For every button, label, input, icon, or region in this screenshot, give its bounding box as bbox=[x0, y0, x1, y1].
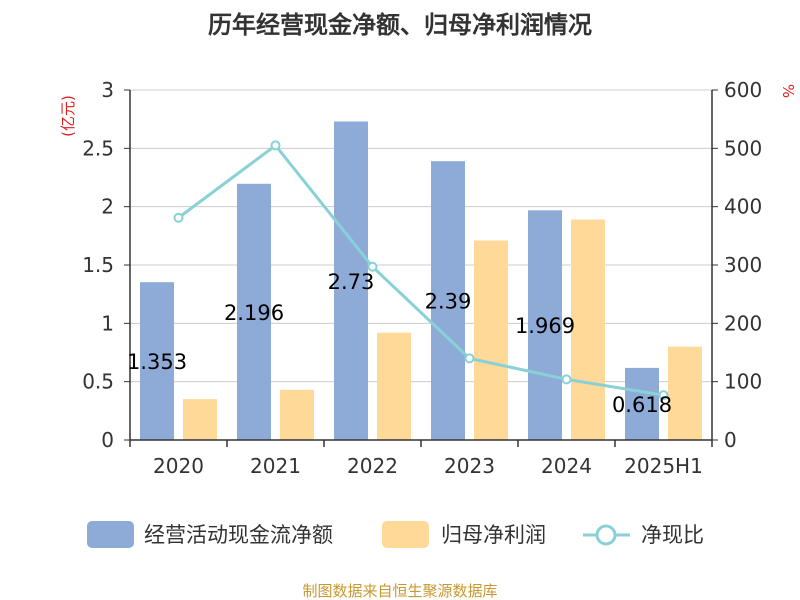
ratio-point bbox=[173, 212, 184, 223]
x-tick-label: 2022 bbox=[347, 454, 398, 478]
x-tick-label: 2020 bbox=[153, 454, 204, 478]
ratio-point bbox=[367, 261, 378, 272]
left-tick-label: 2 bbox=[101, 195, 114, 219]
bar-operating-cash-flow bbox=[528, 210, 562, 440]
data-labels: 1.353 2.196 2.73 2.39 1.969 0.618 bbox=[127, 270, 672, 417]
bars bbox=[140, 121, 702, 441]
bar-net-profit bbox=[571, 219, 605, 440]
left-tick-label: 0 bbox=[101, 428, 114, 452]
ratio-line-path bbox=[177, 143, 664, 397]
legend-label-ratio: 净现比 bbox=[641, 523, 704, 547]
bar-operating-cash-flow bbox=[237, 183, 271, 441]
x-tick-label: 2024 bbox=[541, 454, 592, 478]
right-tick-label: 400 bbox=[724, 195, 762, 219]
legend-label-net-profit: 归母净利润 bbox=[441, 523, 546, 547]
gridlines bbox=[130, 89, 712, 383]
data-label: 0.618 bbox=[612, 393, 672, 417]
bar-net-profit bbox=[280, 389, 314, 440]
right-axis-ticks: 0 100 200 300 400 500 600 bbox=[712, 78, 762, 452]
left-axis-ticks: 0 0.5 1 1.5 2 2.5 3 bbox=[82, 78, 130, 452]
ratio-point bbox=[658, 390, 669, 401]
x-tick-label: 2021 bbox=[250, 454, 301, 478]
legend-swatch-operating-cash-flow bbox=[87, 521, 134, 548]
right-axis-label: % bbox=[779, 84, 797, 98]
ratio-point bbox=[561, 374, 572, 385]
legend: 经营活动现金流净额 归母净利润 净现比 bbox=[87, 521, 704, 548]
data-source-note: 制图数据来自恒生聚源数据库 bbox=[302, 582, 497, 600]
right-tick-label: 200 bbox=[724, 311, 762, 335]
left-tick-label: 3 bbox=[101, 78, 114, 102]
ratio-line bbox=[173, 140, 669, 401]
x-tick-label: 2025H1 bbox=[624, 454, 703, 478]
ratio-point bbox=[464, 353, 475, 364]
legend-label-operating-cash-flow: 经营活动现金流净额 bbox=[144, 523, 333, 547]
legend-swatch-net-profit bbox=[382, 521, 429, 548]
bar-operating-cash-flow bbox=[334, 121, 368, 440]
x-axis-ticks: 2020 2021 2022 2023 2024 2025H1 bbox=[129, 440, 713, 478]
bar-net-profit bbox=[474, 240, 508, 440]
data-label: 1.353 bbox=[127, 350, 187, 374]
bar-net-profit bbox=[668, 346, 702, 440]
bar-operating-cash-flow bbox=[625, 367, 659, 440]
left-tick-label: 0.5 bbox=[82, 370, 114, 394]
x-tick-label: 2023 bbox=[444, 454, 495, 478]
left-tick-label: 2.5 bbox=[82, 136, 114, 160]
bar-net-profit bbox=[183, 399, 217, 440]
right-tick-label: 500 bbox=[724, 136, 762, 160]
data-label: 1.969 bbox=[515, 314, 575, 338]
right-tick-label: 100 bbox=[724, 370, 762, 394]
bar-net-profit bbox=[377, 332, 411, 440]
left-tick-label: 1 bbox=[101, 311, 114, 335]
data-label: 2.196 bbox=[224, 301, 284, 325]
data-label: 2.73 bbox=[328, 270, 375, 294]
right-tick-label: 0 bbox=[724, 428, 737, 452]
data-label: 2.39 bbox=[425, 290, 472, 314]
legend-swatch-ratio-marker bbox=[595, 524, 617, 546]
chart-title: 历年经营现金净额、归母净利润情况 bbox=[208, 11, 592, 39]
right-tick-label: 300 bbox=[724, 253, 762, 277]
left-tick-label: 1.5 bbox=[82, 253, 114, 277]
right-tick-label: 600 bbox=[724, 78, 762, 102]
bar-operating-cash-flow bbox=[431, 161, 465, 440]
bar-operating-cash-flow bbox=[140, 282, 174, 440]
ratio-point bbox=[270, 140, 281, 151]
left-axis-label: (亿元) bbox=[59, 95, 77, 137]
